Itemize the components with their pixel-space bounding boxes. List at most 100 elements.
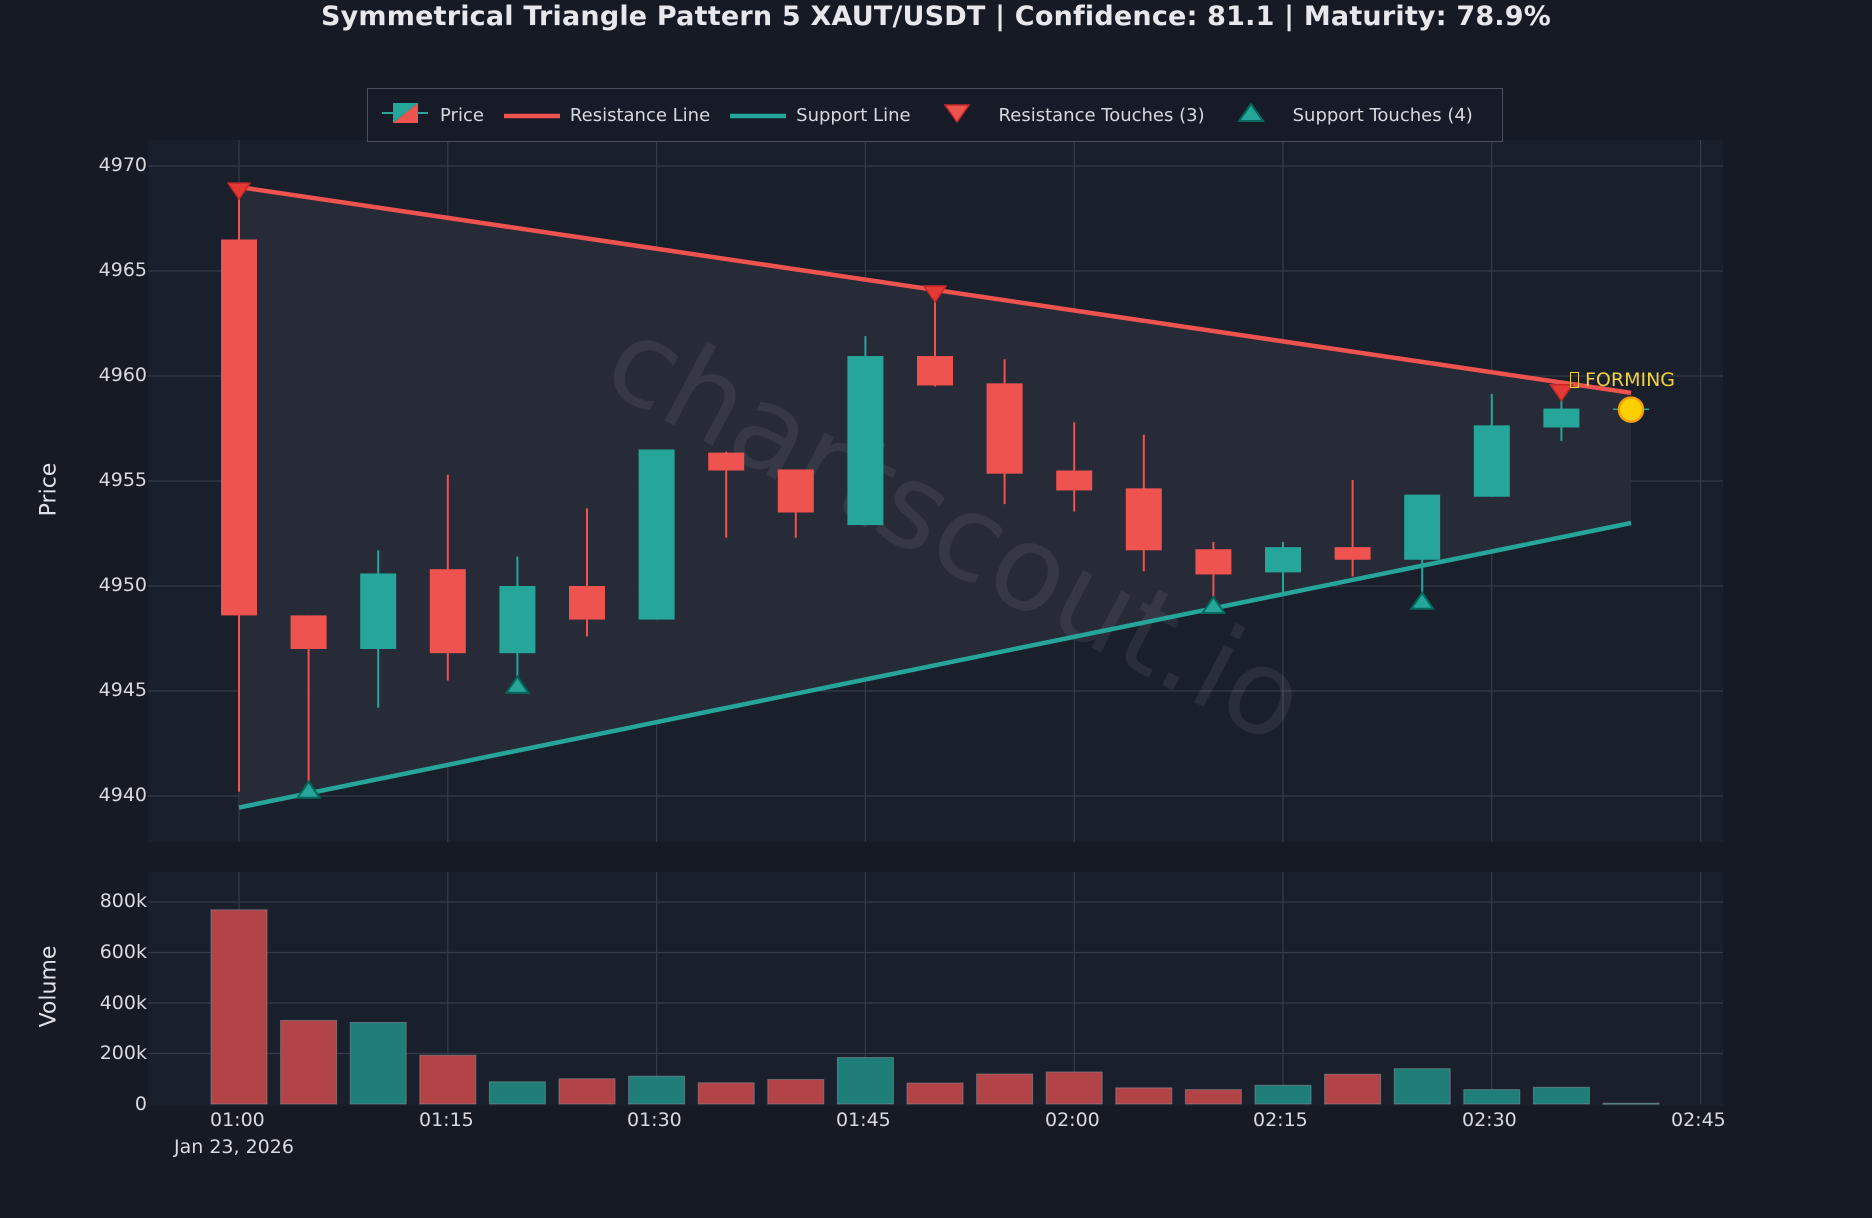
volume-bar	[280, 1019, 338, 1105]
volume-bar	[1254, 1084, 1312, 1105]
volume-bar	[767, 1079, 825, 1105]
price-panel: chartscout.io	[148, 140, 1723, 842]
triangle-down-icon	[943, 102, 971, 129]
volume-bar	[349, 1021, 407, 1105]
candle-body	[708, 452, 745, 471]
price-axis-title: Price	[36, 462, 62, 517]
candle-body	[917, 356, 953, 386]
candle-body	[499, 586, 536, 654]
x-tick: 02:15	[1253, 1109, 1308, 1131]
candle	[290, 615, 327, 788]
support-touch-marker-icon	[1409, 591, 1436, 610]
legend-item-price[interactable]: Price	[380, 100, 484, 131]
candle-body	[1334, 547, 1371, 560]
candle-body	[221, 239, 257, 616]
x-tick: 02:45	[1671, 1109, 1726, 1131]
candle	[221, 189, 257, 792]
legend-item-support-touches[interactable]: Support Touches (4)	[1236, 101, 1473, 129]
candle-body	[1195, 549, 1232, 575]
volume-plot-area	[148, 872, 1723, 1106]
resistance-touch-marker-icon	[922, 285, 948, 304]
candle-body	[360, 573, 397, 649]
y-tick: 600k	[99, 941, 147, 963]
candle-body	[1056, 470, 1093, 491]
candle-body	[1265, 547, 1301, 573]
volume-bar	[1045, 1071, 1103, 1105]
volume-panel	[148, 872, 1723, 1106]
volume-bar	[628, 1075, 686, 1105]
candle	[1265, 541, 1301, 593]
candle	[1125, 434, 1162, 572]
support-line	[238, 520, 1632, 810]
x-tick: 01:45	[836, 1109, 891, 1131]
y-tick: 4965	[98, 259, 147, 281]
legend-label: Support Touches (4)	[1292, 104, 1473, 126]
legend-label: Resistance Line	[569, 104, 711, 126]
support-touch-marker-icon	[295, 780, 322, 799]
volume-bar	[697, 1082, 755, 1105]
x-tick: 01:15	[419, 1109, 474, 1131]
volume-axis-title: Volume	[36, 945, 62, 1028]
candle-body	[1404, 494, 1441, 560]
candle	[708, 451, 745, 538]
volume-bar	[488, 1081, 546, 1105]
candle	[1056, 422, 1093, 512]
y-tick: 4970	[98, 154, 147, 176]
red-line-icon	[503, 105, 560, 126]
candle	[360, 550, 397, 708]
candle-body	[290, 615, 327, 649]
volume-bar	[1324, 1073, 1382, 1105]
support-touch-marker-icon	[1200, 595, 1227, 614]
candle-body	[1473, 425, 1510, 497]
candle	[638, 449, 675, 620]
candle-body	[1125, 488, 1162, 551]
y-tick: 4940	[98, 784, 147, 806]
volume-bar	[1532, 1086, 1590, 1105]
legend-item-resistance-line[interactable]: Resistance Line	[503, 104, 711, 126]
candle-body	[638, 449, 675, 620]
teal-line-icon	[730, 105, 787, 126]
legend-label: Price	[440, 104, 484, 126]
candle-body	[986, 383, 1023, 474]
candle-body	[777, 469, 814, 513]
y-tick: 0	[134, 1093, 147, 1115]
resistance-touch-marker-icon	[226, 182, 252, 201]
candle	[1473, 393, 1510, 497]
candle	[569, 508, 605, 637]
volume-bar	[1463, 1089, 1521, 1105]
y-tick: 4945	[98, 679, 147, 701]
volume-bar	[976, 1073, 1034, 1105]
x-tick: 02:00	[1045, 1109, 1100, 1131]
candlestick-icon	[380, 100, 430, 131]
candle	[986, 359, 1023, 505]
volume-bar	[558, 1078, 616, 1105]
y-tick: 800k	[99, 890, 147, 912]
volume-bar	[1184, 1089, 1242, 1105]
volume-bar	[1115, 1087, 1173, 1105]
candle-body	[429, 569, 466, 654]
candle-body	[847, 356, 884, 526]
support-touch-marker-icon	[504, 675, 531, 694]
x-tick: 01:30	[627, 1109, 682, 1131]
legend-label: Support Line	[796, 104, 911, 126]
y-tick: 4955	[98, 469, 147, 491]
legend-label: Resistance Touches (3)	[998, 104, 1205, 126]
x-tick: 02:30	[1462, 1109, 1517, 1131]
candle	[1195, 541, 1232, 601]
volume-bar	[906, 1082, 964, 1105]
candle-body	[1543, 408, 1580, 428]
volume-bar	[1393, 1068, 1451, 1105]
candle	[1334, 479, 1371, 577]
candle-body	[569, 586, 605, 620]
candle	[917, 292, 953, 387]
resistance-touch-marker-icon	[1548, 383, 1574, 403]
x-date-label: Jan 23, 2026	[174, 1136, 294, 1158]
candle	[1404, 494, 1441, 599]
y-tick: 200k	[99, 1042, 147, 1064]
chart-title: Symmetrical Triangle Pattern 5 XAUT/USDT…	[320, 1, 1552, 32]
legend-item-support-line[interactable]: Support Line	[730, 104, 911, 126]
volume-bar	[1602, 1102, 1660, 1105]
legend-item-resistance-touches[interactable]: Resistance Touches (3)	[943, 102, 1205, 129]
y-tick: 4950	[98, 574, 147, 596]
